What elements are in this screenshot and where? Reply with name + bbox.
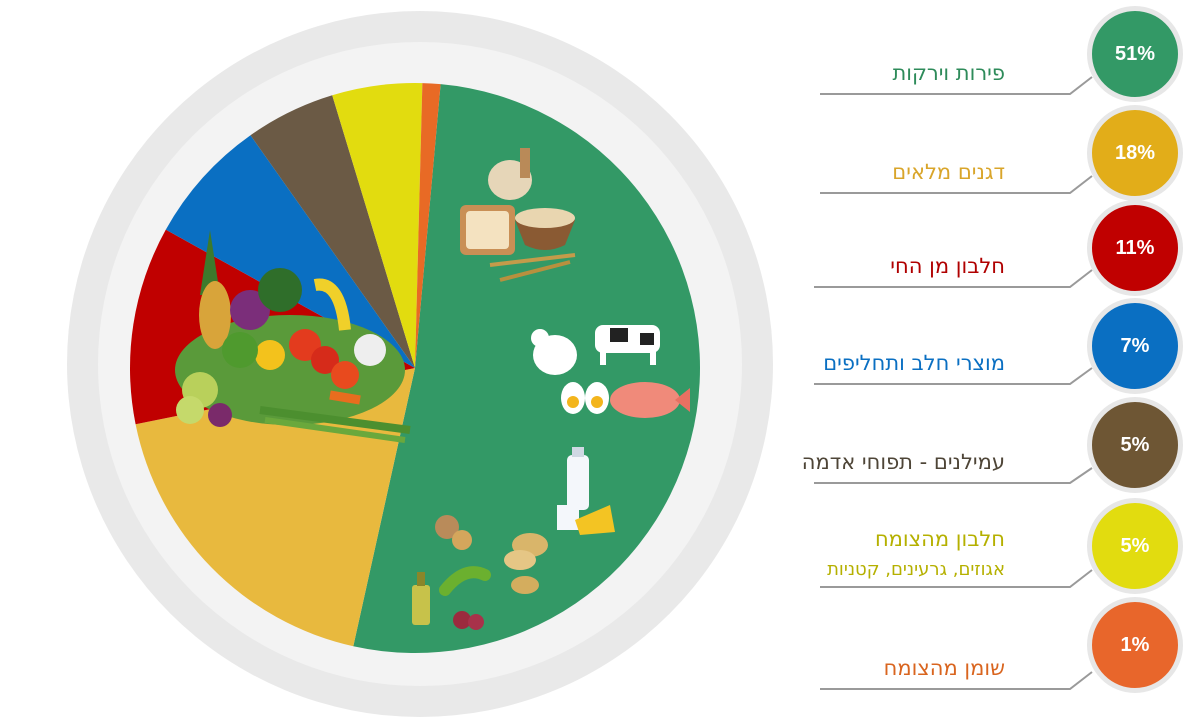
legend-label: חלבון מן החי (890, 254, 1005, 278)
legend-item-animal-protein: חלבון מן החי 11% (800, 198, 1200, 298)
animal-protein-icon (531, 325, 690, 418)
percent-badge: 18% (1087, 105, 1183, 201)
legend-label: דגנים מלאים (892, 160, 1005, 184)
plate-pie-chart (67, 11, 773, 717)
olive-oil-icon (412, 572, 430, 625)
fruits-vegetables-icon (175, 230, 411, 443)
plant-protein-icon (435, 515, 491, 630)
pie-slice-4 (250, 95, 415, 369)
legend-label: חלבון מהצומח (874, 527, 1005, 551)
legend-item-plant-fat: שומן מהצומח 1% (800, 594, 1200, 694)
pie-slice-1 (135, 368, 415, 647)
potato-icon (504, 533, 548, 594)
leader-line (814, 269, 1093, 288)
legend-label: שומן מהצומח (883, 656, 1005, 680)
legend-item-plant-protein: חלבון מהצומח אגוזים, גרעינים, קטניות 5% (800, 494, 1200, 594)
grains-bread-icon (460, 148, 576, 282)
percent-badge: 5% (1087, 397, 1183, 493)
percent-badge: 1% (1087, 597, 1183, 693)
pie-slice-6 (415, 83, 441, 368)
leader-line (814, 367, 1093, 385)
leader-line (814, 467, 1093, 484)
legend-item-starches-potatoes: עמילנים - תפוחי אדמה 5% (800, 396, 1200, 496)
legend-label: פירות וירקות (892, 61, 1005, 85)
percent-badge: 7% (1087, 298, 1183, 394)
legend-sublabel: אגוזים, גרעינים, קטניות (827, 559, 1005, 580)
legend-item-dairy: מוצרי חלב ותחליפים 7% (800, 296, 1200, 396)
percent-badge: 51% (1087, 6, 1183, 102)
leader-line (820, 76, 1093, 95)
legend-item-fruits-vegetables: פירות וירקות 51% (800, 2, 1200, 102)
legend-label: מוצרי חלב ותחליפים (823, 351, 1005, 375)
leader-line (820, 671, 1093, 690)
leader-line (820, 569, 1093, 588)
legend-item-whole-grains: דגנים מלאים 18% (800, 101, 1200, 201)
percent-badge: 11% (1087, 200, 1183, 296)
pie-slices (130, 83, 700, 654)
pie-slice-5 (332, 83, 423, 368)
legend-label: עמילנים - תפוחי אדמה (801, 450, 1005, 474)
dairy-icon (557, 447, 615, 535)
leader-line (820, 175, 1093, 194)
percent-badge: 5% (1087, 498, 1183, 594)
pie-slice-0 (353, 84, 700, 654)
pie-slice-3 (165, 135, 415, 368)
slice-icons (175, 148, 690, 630)
